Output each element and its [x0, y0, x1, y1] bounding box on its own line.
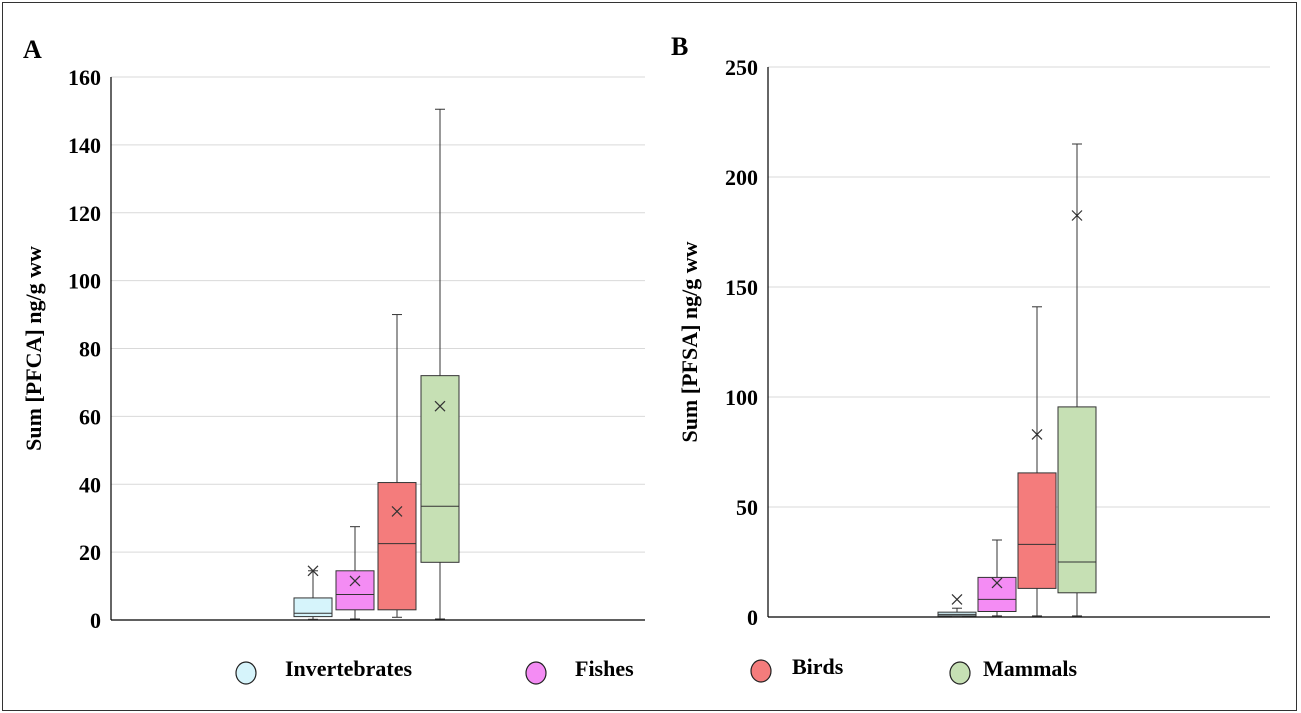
- box-iqr: [377, 482, 417, 611]
- panel-b: B 0 50 100 150 200 250 Sum [PFSA] ng/g ww: [671, 32, 1270, 630]
- y-tick-label: 100: [725, 385, 758, 410]
- panel-label: A: [23, 35, 42, 64]
- legend-item-invertebrates: Invertebrates: [235, 656, 413, 685]
- chart-canvas: A 0 20 40 60 80 100 120 140 160 Sum [PFCA] ng/g ww…: [21, 32, 1270, 685]
- mean-marker: [434, 400, 446, 412]
- box-invertebrates: [937, 593, 977, 618]
- y-tick-label: 200: [725, 165, 758, 190]
- mean-marker: [349, 575, 361, 587]
- panel-label: B: [671, 32, 688, 61]
- box-invertebrates: [293, 565, 333, 620]
- y-tick-label: 120: [68, 201, 101, 226]
- mean-marker: [391, 505, 403, 517]
- box-birds: [377, 314, 417, 618]
- y-tick-label: 20: [79, 540, 101, 565]
- mean-marker: [1071, 210, 1083, 221]
- legend-label: Mammals: [983, 656, 1078, 681]
- y-tick-label: 150: [725, 275, 758, 300]
- panel-a: A 0 20 40 60 80 100 120 140 160 Sum [PFCA] ng/g ww: [21, 35, 645, 633]
- mean-marker: [951, 593, 963, 605]
- box-mammals: [1057, 143, 1097, 617]
- y-tick-label: 80: [79, 337, 101, 362]
- box-iqr: [1017, 472, 1057, 589]
- box-iqr: [293, 597, 333, 618]
- y-tick-label: 140: [68, 133, 101, 158]
- legend-label: Fishes: [575, 656, 634, 681]
- legend-item-birds: Birds: [750, 654, 844, 683]
- legend-swatch: [750, 659, 772, 683]
- box-birds: [1017, 306, 1057, 617]
- box-fishes: [977, 539, 1017, 617]
- y-tick-label: 60: [79, 404, 101, 429]
- box-iqr: [1057, 406, 1097, 594]
- mean-marker: [991, 577, 1003, 589]
- legend-item-fishes: Fishes: [525, 656, 634, 685]
- box-iqr: [420, 375, 460, 563]
- y-tick-label: 0: [747, 605, 758, 630]
- y-tick-label: 160: [68, 65, 101, 90]
- y-axis-label: Sum [PFSA] ng/g ww: [677, 241, 702, 442]
- legend-swatch: [525, 661, 547, 685]
- legend: Invertebrates Fishes Birds Mammals: [235, 654, 1078, 685]
- mean-marker: [1031, 428, 1043, 440]
- legend-label: Birds: [792, 654, 844, 679]
- y-tick-label: 50: [736, 495, 758, 520]
- box-fishes: [335, 526, 375, 620]
- legend-label: Invertebrates: [285, 656, 413, 681]
- legend-swatch: [235, 661, 257, 685]
- legend-item-mammals: Mammals: [949, 656, 1078, 685]
- y-tick-label: 100: [68, 269, 101, 294]
- y-tick-label: 40: [79, 472, 101, 497]
- mean-marker: [307, 565, 319, 577]
- y-axis-label: Sum [PFCA] ng/g ww: [21, 246, 46, 451]
- legend-swatch: [949, 661, 971, 685]
- y-tick-label: 0: [90, 608, 101, 633]
- box-iqr: [335, 570, 375, 611]
- box-mammals: [420, 108, 460, 620]
- y-tick-label: 250: [725, 55, 758, 80]
